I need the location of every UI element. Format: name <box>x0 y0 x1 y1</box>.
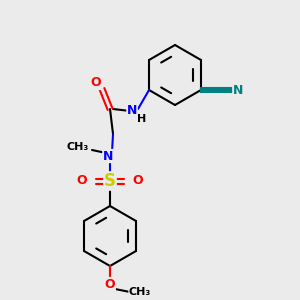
Text: O: O <box>105 278 115 290</box>
Text: N: N <box>233 83 243 97</box>
Text: S: S <box>104 172 116 190</box>
Text: H: H <box>137 114 147 124</box>
Text: N: N <box>103 149 113 163</box>
Text: O: O <box>91 76 101 89</box>
Text: N: N <box>127 104 137 118</box>
Text: CH₃: CH₃ <box>129 287 151 297</box>
Text: O: O <box>133 175 143 188</box>
Text: O: O <box>77 175 87 188</box>
Text: CH₃: CH₃ <box>67 142 89 152</box>
